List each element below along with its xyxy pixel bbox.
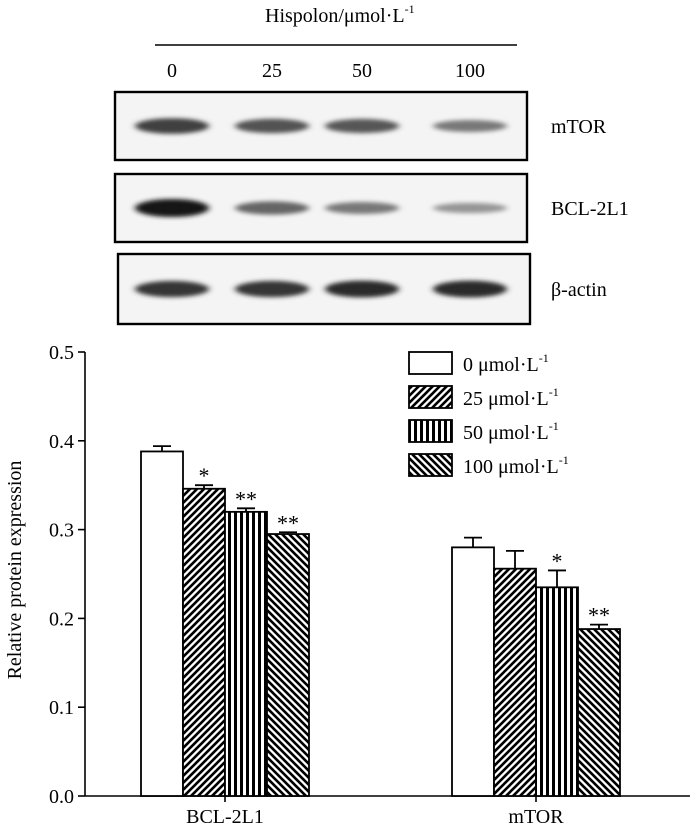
- bar: [577, 628, 621, 797]
- blot-band: [135, 199, 209, 217]
- legend-label-text: 50 μmol·L: [463, 422, 549, 444]
- blot-lane-label: 0: [167, 60, 177, 82]
- blot-rows: mTOR BCL-2L1 β-actin: [113, 90, 629, 326]
- legend-label-superscript: -1: [549, 385, 559, 399]
- x-axis: BCL-2L1 mTOR: [85, 795, 690, 828]
- blot-lane-labels: 0 25 50 100: [167, 60, 485, 82]
- y-axis-title: Relative protein expression: [4, 461, 26, 680]
- legend-label-superscript: -1: [549, 419, 559, 433]
- legend-label-superscript: -1: [559, 453, 569, 467]
- blot-treatment-text: Hispolon/μmol·L: [265, 5, 405, 27]
- blot-row-label: β-actin: [551, 279, 607, 301]
- blot-treatment-superscript: -1: [405, 2, 415, 16]
- blot-band: [325, 202, 399, 214]
- bar: [535, 586, 579, 797]
- bars: ********: [140, 445, 621, 797]
- legend-item: 50 μmol·L-1: [408, 419, 559, 444]
- legend-label-text: 100 μmol·L: [463, 456, 559, 478]
- significance-marker: **: [588, 603, 610, 628]
- blot-band: [235, 118, 309, 134]
- blot-band: [325, 118, 399, 134]
- bar: [451, 546, 495, 797]
- y-tick-label: 0.3: [49, 520, 74, 542]
- bar-chart: Relative protein expression 0.0 0.1 0.2 0.3…: [4, 342, 690, 828]
- blot-band: [325, 280, 399, 298]
- blot-band: [235, 280, 309, 298]
- blot-row: mTOR: [113, 90, 607, 162]
- y-axis: 0.0 0.1 0.2 0.3 0.4 0.5: [49, 342, 86, 808]
- legend-swatch: [408, 453, 453, 477]
- bar-group-item: *: [182, 463, 226, 797]
- legend-label-text: 0 μmol·L: [463, 354, 539, 376]
- significance-marker: **: [235, 486, 257, 511]
- bar-group-item: *: [535, 548, 579, 797]
- significance-marker: *: [552, 548, 563, 573]
- bar-group-item: **: [266, 510, 310, 797]
- legend-item: 100 μmol·L-1: [408, 453, 569, 478]
- blot-header: Hispolon/μmol·L-1 0 25 50 100: [155, 2, 517, 82]
- blot-row-label: BCL-2L1: [551, 198, 629, 220]
- significance-marker: **: [277, 510, 299, 535]
- blot-row-label: mTOR: [551, 116, 607, 138]
- blot-band: [135, 118, 209, 134]
- significance-marker: *: [199, 463, 210, 488]
- blot-lane-label: 25: [262, 60, 282, 82]
- bar-group-item: [451, 536, 495, 797]
- blot-lane-label: 100: [455, 60, 485, 82]
- legend-item: 0 μmol·L-1: [408, 351, 549, 376]
- legend-item: 25 μmol·L-1: [408, 385, 559, 410]
- legend-label: 50 μmol·L-1: [463, 419, 559, 444]
- bar-group-item: [493, 550, 537, 797]
- x-tick-label: BCL-2L1: [186, 806, 264, 828]
- blot-band: [235, 201, 309, 215]
- bar-group-item: **: [577, 603, 621, 797]
- y-tick-label: 0.1: [49, 697, 74, 719]
- y-tick-label: 0.0: [49, 786, 74, 808]
- y-tick-label: 0.2: [49, 608, 74, 630]
- blot-lane-label: 50: [352, 60, 372, 82]
- legend-swatch: [408, 351, 453, 375]
- bar: [493, 567, 537, 797]
- bar-group-item: [140, 445, 184, 797]
- legend-label-superscript: -1: [539, 351, 549, 365]
- bar: [266, 533, 310, 797]
- x-tick-label: mTOR: [508, 806, 564, 828]
- blot-row: β-actin: [116, 252, 607, 326]
- bar: [182, 487, 226, 797]
- blot-treatment-label: Hispolon/μmol·L-1: [265, 2, 415, 27]
- blot-band: [433, 120, 507, 132]
- legend-swatch: [408, 385, 453, 409]
- blot-band: [433, 280, 507, 298]
- legend-label: 25 μmol·L-1: [463, 385, 559, 410]
- legend-label: 100 μmol·L-1: [463, 453, 569, 478]
- bar: [140, 450, 184, 797]
- bar-group-item: **: [224, 486, 268, 797]
- y-tick-label: 0.4: [49, 431, 74, 453]
- y-tick-label: 0.5: [49, 342, 74, 364]
- legend-swatch: [408, 419, 453, 443]
- blot-band: [433, 202, 507, 214]
- legend-label: 0 μmol·L-1: [463, 351, 549, 376]
- legend-label-text: 25 μmol·L: [463, 388, 549, 410]
- blot-row: BCL-2L1: [113, 172, 629, 244]
- blot-band: [135, 280, 209, 298]
- bar: [224, 510, 268, 797]
